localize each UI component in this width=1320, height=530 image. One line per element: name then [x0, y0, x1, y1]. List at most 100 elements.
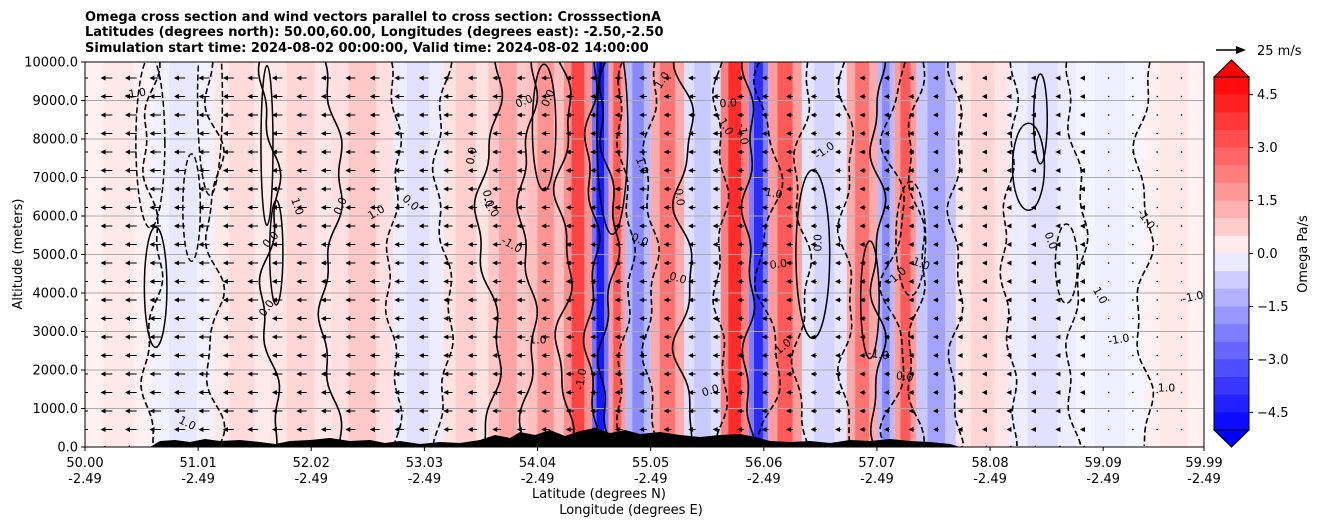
wind-vector-head: [761, 390, 767, 395]
wind-vector-head: [271, 427, 277, 432]
wind-vector-head: [492, 408, 498, 414]
wind-vector-head: [541, 390, 547, 395]
wind-vector-head: [639, 260, 645, 266]
wind-vector-head: [394, 464, 399, 469]
wind-vector: [1132, 206, 1134, 209]
wind-vector-head: [957, 94, 963, 99]
wind-vector-head: [198, 205, 204, 210]
wind-vector-head: [369, 75, 375, 81]
wind-vector-head: [76, 316, 81, 321]
wind-vector-head: [345, 94, 351, 99]
wind-vector-head: [908, 149, 914, 155]
wind-vector-head: [981, 242, 987, 247]
wind-vector-head: [271, 408, 277, 414]
wind-vector-head: [247, 205, 253, 210]
wind-vector-head: [761, 205, 767, 210]
wind-vector: [1156, 95, 1158, 98]
wind-vector-head: [418, 427, 424, 432]
wind-vector-head: [394, 353, 400, 358]
wind-vector-head: [810, 75, 816, 81]
x-tick-label-longitude: -2.49: [294, 472, 328, 487]
wind-vector-head: [149, 316, 155, 321]
wind-vector-head: [835, 483, 840, 488]
wind-vector-head: [100, 408, 106, 414]
wind-vector-head: [614, 390, 620, 395]
wind-vector-head: [590, 131, 596, 136]
wind-vector-head: [688, 408, 694, 414]
wind-vector-head: [1031, 483, 1036, 488]
wind-vector-head: [786, 279, 792, 284]
wind-vector-head: [859, 205, 865, 210]
wind-vector-head: [957, 316, 963, 321]
wind-vector: [1156, 77, 1158, 79]
wind-vector-head: [590, 75, 596, 81]
wind-vector-head: [908, 371, 914, 377]
wind-vector-head: [786, 149, 792, 155]
wind-vector-head: [859, 390, 865, 395]
wind-vector-head: [590, 242, 596, 247]
x-tick-label-latitude: 58.08: [971, 456, 1008, 471]
wind-vector-head: [394, 371, 400, 377]
wind-vector-head: [981, 334, 987, 340]
wind-vector-head: [173, 427, 179, 432]
wind-vector-head: [222, 75, 228, 81]
wind-vector-head: [737, 260, 743, 266]
wind-vector-head: [467, 75, 473, 81]
wind-vector-head: [1030, 260, 1036, 266]
contour-line-negative: [946, 62, 965, 447]
wind-vector-head: [394, 149, 400, 155]
wind-vector-head: [345, 279, 351, 284]
wind-vector-head: [1006, 334, 1012, 340]
wind-vector-head: [737, 94, 743, 99]
wind-vector-head: [908, 94, 914, 99]
wind-vector-head: [418, 279, 424, 284]
wind-vector-head: [271, 186, 277, 192]
wind-vector-head: [835, 94, 841, 99]
wind-vector-head: [124, 149, 130, 155]
wind-vector-head: [516, 168, 522, 173]
wind-vector: [1180, 262, 1183, 264]
wind-vector-head: [1006, 205, 1012, 210]
wind-vector-head: [222, 279, 228, 284]
wind-vector-head: [810, 427, 816, 432]
wind-vector-head: [492, 205, 498, 210]
wind-vector-head: [76, 279, 81, 284]
wind-vector-head: [100, 75, 106, 81]
wind-vector-head: [737, 353, 743, 358]
colorbar-segment: [1214, 129, 1249, 149]
contour-value-label: 0.0: [769, 257, 788, 272]
wind-vector-head: [541, 205, 547, 210]
wind-vector-head: [1030, 149, 1036, 155]
wind-vector-head: [492, 297, 498, 303]
wind-vector-head: [198, 427, 204, 432]
wind-vector-head: [908, 168, 914, 173]
wind-vector-head: [394, 94, 400, 99]
wind-vector-head: [247, 75, 253, 81]
wind-vector-head: [737, 168, 743, 173]
x-tick-label-longitude: -2.49: [521, 472, 555, 487]
wind-vector-head: [981, 94, 987, 99]
wind-vector-head: [688, 297, 694, 303]
wind-vector-head: [688, 75, 694, 81]
wind-vector-head: [320, 334, 326, 340]
wind-vector-head: [492, 112, 498, 118]
wind-vector-head: [369, 242, 375, 247]
wind-vector-head: [712, 408, 718, 414]
wind-vector-head: [688, 131, 694, 136]
wind-vector-head: [957, 297, 963, 303]
contour-loop: [260, 64, 274, 227]
wind-vector-head: [786, 390, 792, 395]
wind-vector-head: [614, 353, 620, 358]
wind-vector-head: [957, 427, 963, 432]
wind-vector-head: [198, 112, 204, 118]
wind-vector-head: [786, 297, 792, 303]
wind-vector-head: [100, 94, 106, 99]
wind-vector-head: [492, 316, 498, 321]
wind-vector-head: [565, 131, 571, 136]
wind-vector: [1132, 77, 1134, 79]
wind-vector-head: [467, 260, 473, 266]
wind-vector-head: [271, 353, 277, 358]
x-tick-label-longitude: -2.49: [1086, 472, 1120, 487]
wind-vector-head: [663, 149, 669, 155]
wind-vector-head: [688, 483, 693, 488]
